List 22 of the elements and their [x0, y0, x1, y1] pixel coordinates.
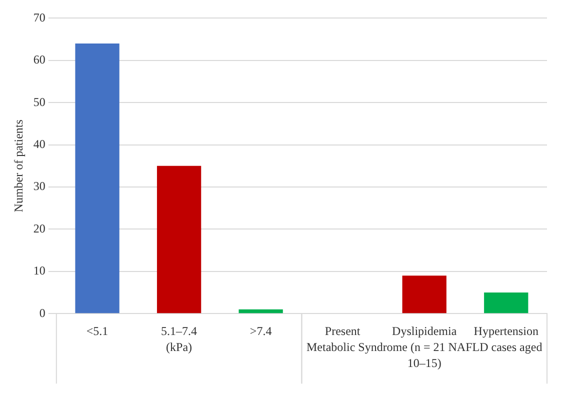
y-axis-title: Number of patients [11, 119, 26, 212]
x-tick-label: Dyslipidemia [392, 324, 458, 338]
y-tick-label: 10 [33, 264, 46, 278]
y-tick-label: 30 [33, 179, 46, 194]
y-tick-label: 70 [33, 10, 46, 24]
bar [238, 309, 283, 314]
bar [156, 166, 202, 314]
text: (kPa) [166, 340, 192, 354]
text: Metabolic Syndrome (n = 21 NAFLD cases aged 10–15) [306, 340, 542, 370]
y-tick-label: 0 [39, 306, 46, 320]
x-tick-label: Present [324, 324, 361, 338]
y-tick-label: 60 [33, 52, 46, 67]
bar [484, 292, 528, 314]
x-tick-label: Hypertension [474, 324, 538, 338]
x-tick-label: 5.1–7.4 [161, 324, 198, 338]
y-tick-label: 50 [33, 94, 46, 109]
y-tick-label: 40 [33, 136, 46, 151]
bar [402, 276, 446, 314]
bar [75, 44, 120, 314]
y-tick-label: 20 [33, 221, 46, 236]
x-tick-label: <5.1 [86, 324, 108, 338]
x-tick-label: >7.4 [250, 324, 272, 338]
